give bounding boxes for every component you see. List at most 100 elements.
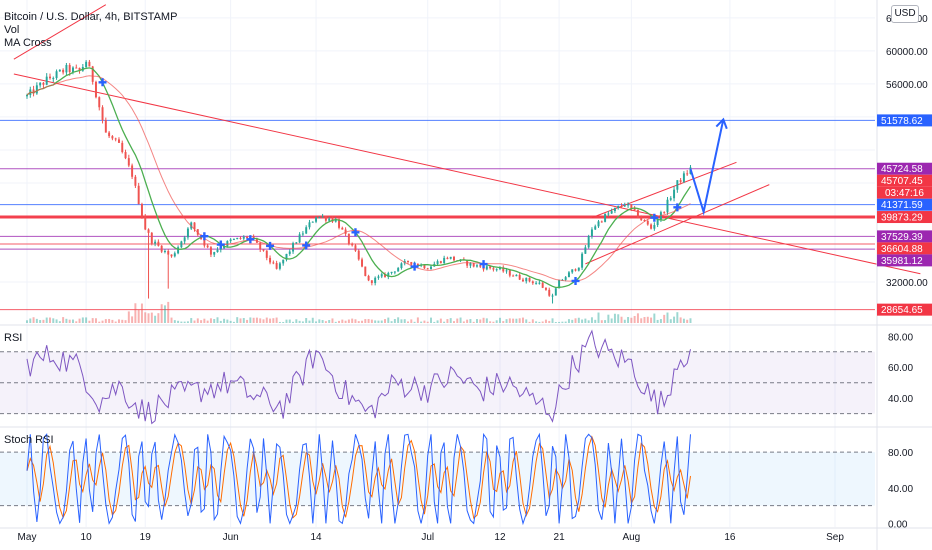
candle-body	[453, 256, 455, 261]
price-candle	[640, 215, 643, 222]
candle-body	[574, 269, 577, 271]
volume-bar	[331, 318, 334, 323]
volume-bar	[75, 321, 78, 323]
ma-cross-indicator-label[interactable]: MA Cross	[4, 37, 52, 49]
volume-bar	[321, 320, 324, 323]
volume-bar	[656, 319, 659, 323]
candle-body	[49, 76, 51, 79]
candle-body	[324, 216, 327, 221]
price-candle	[173, 251, 176, 258]
time-tick-label: 16	[724, 532, 736, 543]
candle-body	[121, 142, 124, 153]
volume-bar	[502, 321, 505, 323]
time-tick-label: 10	[81, 532, 93, 543]
candle-body	[384, 274, 387, 277]
volume-indicator-label[interactable]: Vol	[4, 24, 20, 36]
volume-bar	[613, 313, 616, 323]
volume-bar	[581, 319, 584, 323]
volume-bar	[180, 321, 183, 323]
price-candle	[272, 260, 275, 265]
price-tag-label: 37529.39	[881, 232, 923, 243]
volume-bar	[505, 319, 508, 323]
candle-body	[114, 138, 117, 140]
projection-arrow	[689, 117, 728, 216]
price-candle	[521, 277, 524, 282]
volume-bar	[42, 319, 45, 323]
volume-bar	[35, 318, 38, 323]
price-candle	[449, 256, 452, 260]
descending-trendline	[13, 73, 921, 275]
candle-body	[439, 261, 442, 264]
volume-bar	[200, 320, 203, 323]
price-candle	[610, 208, 613, 214]
candle-body	[686, 173, 689, 175]
candle-body	[104, 120, 107, 133]
rsi-pane-label[interactable]: RSI	[4, 332, 23, 344]
candle-body	[321, 216, 324, 218]
stoch-rsi-pane-label[interactable]: Stoch RSI	[4, 434, 54, 446]
price-candle	[242, 235, 245, 241]
channel-resistance-line	[591, 161, 737, 219]
price-candle	[321, 213, 324, 218]
price-candle	[318, 216, 321, 219]
candle-body	[551, 295, 554, 297]
price-candle	[400, 262, 403, 270]
volume-bar	[131, 316, 134, 323]
candle-body	[590, 229, 593, 237]
volume-bar	[518, 318, 521, 323]
candle-body	[492, 268, 495, 270]
candle-body	[177, 247, 180, 254]
volume-bar	[252, 317, 255, 323]
price-candle	[679, 178, 682, 185]
price-tick-label: 32000.00	[886, 278, 928, 289]
candle-body	[525, 277, 528, 282]
price-tag: 41371.59	[877, 198, 932, 211]
candle-body	[338, 219, 341, 228]
price-candle	[163, 249, 166, 254]
volume-bar	[512, 318, 515, 323]
candle-body	[541, 282, 544, 288]
candle-body	[219, 248, 222, 250]
volume-bar	[393, 319, 396, 323]
volume-bar	[469, 319, 472, 323]
price-candle	[682, 171, 685, 184]
price-candle	[650, 223, 653, 230]
price-tag-bg	[877, 162, 932, 175]
candle-body	[232, 239, 235, 241]
candle-body	[246, 236, 249, 239]
volume-bar	[485, 318, 488, 323]
candle-body	[131, 165, 134, 177]
price-candle	[170, 254, 173, 258]
price-candle	[75, 64, 78, 69]
volume-bar	[584, 318, 587, 323]
candle-body	[157, 241, 160, 246]
candle-body	[416, 263, 419, 266]
candle-body	[137, 185, 140, 205]
candle-body	[347, 233, 350, 244]
volume-bar	[242, 318, 245, 323]
volume-bar	[600, 320, 603, 323]
volume-bar	[577, 317, 580, 323]
candle-body	[443, 257, 446, 264]
volume-bar	[663, 314, 666, 323]
candle-body	[627, 204, 630, 206]
price-candle	[137, 182, 140, 205]
symbol-title[interactable]: Bitcoin / U.S. Dollar, 4h, BITSTAMP	[4, 11, 178, 23]
volume-bar	[351, 318, 354, 323]
volume-bar	[94, 318, 97, 323]
volume-bar	[157, 313, 160, 323]
currency-button[interactable]: USD	[891, 5, 919, 23]
candle-body	[505, 270, 508, 272]
volume-bar	[508, 318, 511, 323]
volume-bar	[334, 321, 337, 323]
price-tag: 28654.65	[877, 303, 932, 316]
time-axis: May 10 19 Jun 14 Jul 12 21 Aug 16 Sep	[18, 532, 845, 543]
volume-bar	[108, 318, 111, 323]
volume-bar	[52, 318, 55, 323]
volume-bar	[610, 318, 613, 323]
volume-bar	[229, 320, 232, 323]
candle-body	[269, 257, 272, 263]
volume-bar	[617, 314, 620, 323]
volume-bar	[206, 320, 209, 323]
